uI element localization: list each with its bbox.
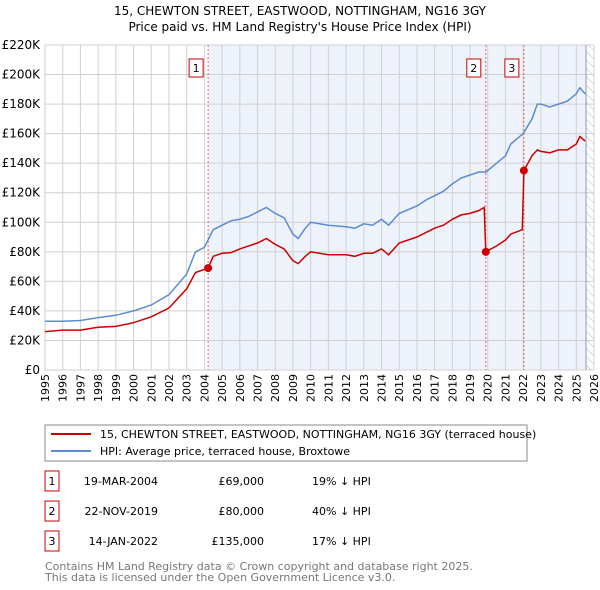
x-tick-label: 2023 <box>535 374 548 402</box>
y-tick-label: £200K <box>2 68 42 82</box>
x-tick-label: 2013 <box>358 374 371 402</box>
transaction-price: £135,000 <box>212 535 265 548</box>
x-tick-label: 1995 <box>39 374 52 402</box>
y-tick-label: £180K <box>2 97 42 111</box>
series-line-property <box>44 135 586 333</box>
y-tick-label: £20K <box>9 333 41 347</box>
x-tick-label: 2009 <box>287 374 300 402</box>
legend-label-property: 15, CHEWTON STREET, EASTWOOD, NOTTINGHAM… <box>100 428 536 441</box>
x-tick-label: 2002 <box>163 374 176 402</box>
legend-label-hpi: HPI: Average price, terraced house, Brox… <box>100 445 350 458</box>
x-tick-label: 2024 <box>553 374 566 402</box>
sale-marker-number: 3 <box>508 62 515 75</box>
sale-marker-box <box>504 58 520 78</box>
transaction-number: 1 <box>49 475 56 488</box>
x-tick-label: 2017 <box>429 374 442 402</box>
x-tick-label: 2025 <box>570 374 583 402</box>
x-tick-label: 2005 <box>216 374 229 402</box>
x-tick-label: 2022 <box>517 374 530 402</box>
y-tick-label: £80K <box>9 245 41 259</box>
x-tick-label: 2012 <box>340 374 353 402</box>
x-tick-label: 1996 <box>57 374 70 402</box>
x-tick-label: 2021 <box>499 374 512 402</box>
x-tick-label: 2020 <box>482 374 495 402</box>
sale-marker-box <box>466 58 482 78</box>
transaction-hpi-diff: 19% ↓ HPI <box>312 475 371 488</box>
transaction-hpi-diff: 17% ↓ HPI <box>312 535 371 548</box>
x-tick-label: 2003 <box>181 374 194 402</box>
transaction-row: 2 22-NOV-2019 £80,000 40% ↓ HPI <box>44 500 371 522</box>
transaction-price: £69,000 <box>219 475 265 488</box>
legend-box <box>44 424 528 462</box>
transaction-number: 2 <box>49 505 56 518</box>
x-tick-label: 2014 <box>375 374 388 402</box>
x-tick-label: 2016 <box>411 374 424 402</box>
x-tick-label: 2007 <box>252 374 265 402</box>
x-tick-label: 2018 <box>446 374 459 402</box>
sale-point <box>481 247 490 256</box>
x-tick-label: 2019 <box>464 374 477 402</box>
y-tick-label: £140K <box>2 156 42 170</box>
x-tick-label: 2004 <box>198 374 211 402</box>
transaction-number-box <box>44 530 60 552</box>
x-tick-label: 1998 <box>92 374 105 402</box>
transaction-date: 19-MAR-2004 <box>84 475 158 488</box>
x-tick-label: 2000 <box>128 374 141 402</box>
transaction-number-box <box>44 470 60 492</box>
x-tick-label: 2011 <box>322 374 335 402</box>
x-tick-label: 2008 <box>269 374 282 402</box>
x-tick-label: 2001 <box>145 374 158 402</box>
transaction-date: 22-NOV-2019 <box>84 505 158 518</box>
y-tick-label: £0 <box>25 363 40 377</box>
transaction-row: 1 19-MAR-2004 £69,000 19% ↓ HPI <box>44 470 371 492</box>
series-line-hpi <box>45 86 586 323</box>
sale-point <box>519 166 528 175</box>
y-tick-label: £120K <box>2 186 42 200</box>
footer-line-1: Contains HM Land Registry data © Crown c… <box>45 560 473 573</box>
x-tick-label: 1997 <box>74 374 87 402</box>
sale-marker-number: 1 <box>193 62 200 75</box>
x-tick-label: 1999 <box>110 374 123 402</box>
transaction-number-box <box>44 500 60 522</box>
transaction-hpi-diff: 40% ↓ HPI <box>312 505 371 518</box>
forecast-hatch <box>586 45 594 370</box>
x-tick-label: 2015 <box>393 374 406 402</box>
y-tick-label: £100K <box>2 215 42 229</box>
y-tick-label: £60K <box>9 274 41 288</box>
chart-subtitle: Price paid vs. HM Land Registry's House … <box>128 20 471 34</box>
y-tick-label: £220K <box>2 38 42 52</box>
sale-marker-number: 2 <box>470 62 477 75</box>
sale-point <box>204 264 213 273</box>
y-tick-label: £160K <box>2 127 42 141</box>
chart-title: 15, CHEWTON STREET, EASTWOOD, NOTTINGHAM… <box>114 4 487 18</box>
sale-marker-box <box>188 58 204 78</box>
transaction-price: £80,000 <box>219 505 265 518</box>
footer-line-2: This data is licensed under the Open Gov… <box>44 571 395 584</box>
x-tick-label: 2006 <box>234 374 247 402</box>
transaction-number: 3 <box>49 535 56 548</box>
transaction-date: 14-JAN-2022 <box>89 535 158 548</box>
transaction-row: 3 14-JAN-2022 £135,000 17% ↓ HPI <box>44 530 371 552</box>
y-tick-label: £40K <box>9 304 41 318</box>
x-tick-label: 2010 <box>305 374 318 402</box>
x-tick-label: 2026 <box>588 374 600 402</box>
